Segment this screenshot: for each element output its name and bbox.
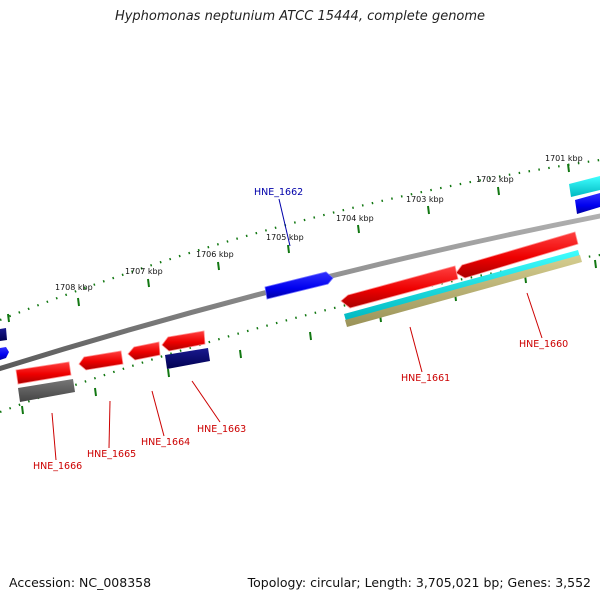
inner-major-tick bbox=[594, 259, 597, 269]
outer-major-tick bbox=[567, 163, 570, 173]
gene-offleft-blue bbox=[0, 347, 9, 360]
scale-labels: 1701 kbp 1702 kbp 1703 kbp 1704 kbp 1705… bbox=[55, 154, 583, 292]
outer-major-tick bbox=[77, 297, 80, 307]
accession-text: Accession: NC_008358 bbox=[9, 575, 152, 590]
gene-label-hne-1665[interactable]: HNE_1665 bbox=[87, 449, 136, 460]
gene-hne-1660-feature-khaki bbox=[345, 255, 582, 327]
gene-label-hne-1663[interactable]: HNE_1663 bbox=[197, 424, 246, 435]
outer-major-tick bbox=[287, 244, 290, 254]
gene-offright-cyan bbox=[569, 176, 600, 197]
gene-features bbox=[0, 176, 600, 402]
gene-labels: HNE_1660 HNE_1661 HNE_1662 HNE_1663 HNE_… bbox=[33, 187, 568, 472]
gene-hne-1663-feature-navy bbox=[165, 348, 210, 369]
kbp-label-1706: 1706 kbp bbox=[196, 250, 234, 259]
kbp-label-1707: 1707 kbp bbox=[125, 267, 163, 276]
gene-label-hne-1661[interactable]: HNE_1661 bbox=[401, 373, 450, 384]
leader-hne-1662 bbox=[278, 198, 291, 247]
gene-hne-1665-cds bbox=[78, 350, 124, 371]
gene-label-hne-1662[interactable]: HNE_1662 bbox=[254, 187, 303, 198]
leader-hne-1663 bbox=[191, 380, 221, 423]
leader-hne-1664 bbox=[151, 390, 165, 437]
gene-label-hne-1660[interactable]: HNE_1660 bbox=[519, 339, 568, 350]
gene-hne-1666-feature-grey bbox=[18, 379, 75, 402]
gene-hne-1666-cds bbox=[15, 361, 72, 385]
gene-label-hne-1664[interactable]: HNE_1664 bbox=[141, 437, 190, 448]
outer-major-tick bbox=[7, 313, 10, 323]
inner-major-tick bbox=[239, 349, 242, 359]
kbp-label-1701: 1701 kbp bbox=[545, 154, 583, 163]
gene-hne-1660-feature-cyan bbox=[344, 250, 580, 321]
gene-hne-1661-cds bbox=[340, 265, 459, 309]
gene-hne-1663-cds bbox=[161, 330, 206, 352]
inner-major-tick bbox=[167, 368, 170, 378]
outer-tick-ring bbox=[0, 158, 600, 322]
gene-hne-1662-cds bbox=[264, 271, 334, 300]
leader-hne-1660 bbox=[526, 292, 543, 339]
leader-lines bbox=[51, 198, 543, 461]
kbp-label-1704: 1704 kbp bbox=[336, 214, 374, 223]
outer-major-tick bbox=[357, 224, 360, 234]
leader-hne-1665 bbox=[108, 400, 111, 449]
leader-hne-1666 bbox=[51, 412, 57, 461]
outer-major-tick bbox=[147, 278, 150, 288]
major-ticks bbox=[7, 163, 597, 415]
kbp-label-1702: 1702 kbp bbox=[476, 175, 514, 184]
inner-major-tick bbox=[94, 387, 97, 397]
topology-summary: Topology: circular; Length: 3,705,021 bp… bbox=[247, 575, 591, 590]
kbp-label-1708: 1708 kbp bbox=[55, 283, 93, 292]
gene-label-hne-1666[interactable]: HNE_1666 bbox=[33, 461, 82, 472]
outer-major-tick bbox=[427, 205, 430, 215]
inner-major-tick bbox=[309, 331, 312, 341]
inner-major-tick bbox=[21, 405, 24, 415]
kbp-label-1705: 1705 kbp bbox=[266, 233, 304, 242]
leader-hne-1661 bbox=[409, 326, 423, 373]
gene-hne-1664-cds bbox=[127, 341, 161, 361]
gene-offright-blue bbox=[575, 193, 600, 214]
gene-offleft-navy bbox=[0, 328, 7, 341]
map-title: Hyphomonas neptunium ATCC 15444, complet… bbox=[114, 9, 486, 24]
kbp-label-1703: 1703 kbp bbox=[406, 195, 444, 204]
outer-major-tick bbox=[217, 261, 220, 271]
outer-major-tick bbox=[497, 186, 500, 196]
gene-hne-1660-cds bbox=[455, 231, 579, 279]
